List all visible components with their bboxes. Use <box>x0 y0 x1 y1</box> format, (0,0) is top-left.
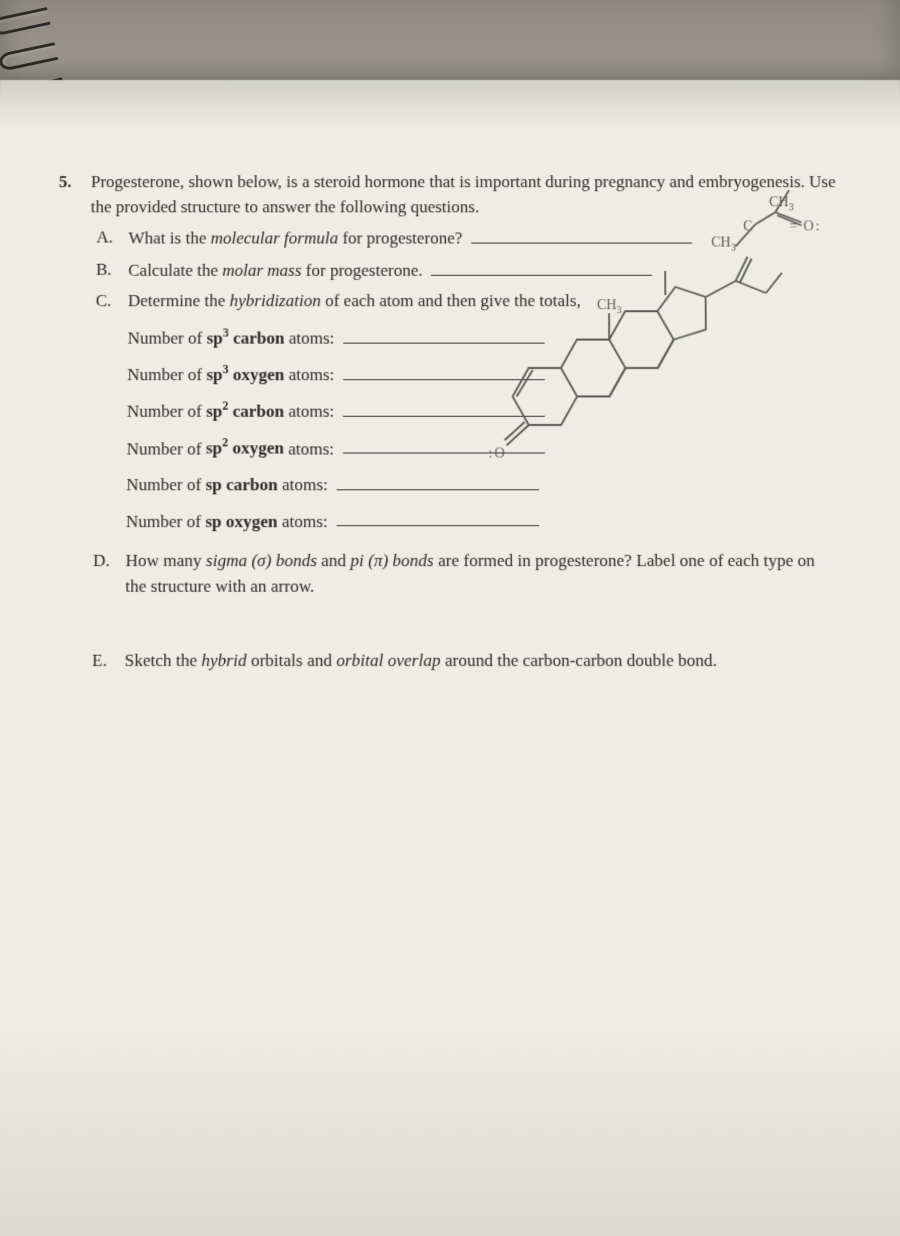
row-bold: sp <box>206 365 222 384</box>
row-bold2: carbon <box>229 328 285 347</box>
count-blank <box>336 472 538 490</box>
part-c-italic: hybridization <box>230 291 321 310</box>
worksheet-page: CH3 C = O : CH3 CH3 : O <box>0 80 900 1236</box>
part-d-letter: D. <box>93 549 116 574</box>
part-e-mid: orbitals and <box>246 651 336 671</box>
part-c: C. Determine the hybridization of each a… <box>93 289 845 534</box>
spiral-coil <box>0 7 51 37</box>
count-blank <box>343 362 545 380</box>
count-sp3-carbon: Number of sp3 carbon atoms: <box>127 324 843 351</box>
row-text2: atoms: <box>277 511 327 530</box>
row-bold: sp oxygen <box>205 511 277 530</box>
row-text2: atoms: <box>284 402 334 421</box>
question-stem-line1: Progesterone, shown below, is a steroid … <box>91 172 836 191</box>
count-blank <box>342 399 544 417</box>
part-b: B. Calculate the molar mass for progeste… <box>96 257 842 283</box>
row-text: Number of <box>127 365 206 384</box>
spiral-coil <box>0 42 58 72</box>
row-bold2: oxygen <box>228 439 284 458</box>
part-b-blank <box>431 257 652 275</box>
part-e-text1: Sketch the <box>124 651 201 671</box>
count-sp2-oxygen: Number of sp2 oxygen atoms: <box>126 435 844 462</box>
row-bold: sp <box>206 402 222 421</box>
part-d-mid: and <box>317 551 351 571</box>
part-e-letter: E. <box>92 649 115 674</box>
part-b-text1: Calculate the <box>128 260 222 279</box>
hybridization-counts: Number of sp3 carbon atoms: Number of sp… <box>126 324 845 534</box>
part-d-text2: are formed in progesterone? Label one of… <box>434 551 815 571</box>
part-e-italic2: orbital overlap <box>336 651 440 671</box>
part-a-blank <box>471 226 692 244</box>
part-c-text1: Determine the <box>128 291 230 310</box>
part-e-italic1: hybrid <box>201 651 246 671</box>
row-text2: atoms: <box>284 365 334 384</box>
row-bold: sp <box>206 328 222 347</box>
question-number: 5. <box>58 170 81 220</box>
row-bold2: oxygen <box>228 365 284 384</box>
count-blank <box>343 325 545 343</box>
part-a: A. What is the molecular formula for pro… <box>96 226 842 252</box>
page-bottom-shadow <box>0 1024 900 1236</box>
part-d-text1: How many <box>125 551 206 571</box>
row-text: Number of <box>126 511 206 530</box>
row-text: Number of <box>127 402 206 421</box>
count-blank <box>336 508 539 526</box>
row-bold: sp carbon <box>205 475 277 494</box>
count-sp3-oxygen: Number of sp3 oxygen atoms: <box>127 361 843 388</box>
part-e: E. Sketch the hybrid orbitals and orbita… <box>92 649 847 674</box>
question-stem-line2: the provided structure to answer the fol… <box>91 197 480 216</box>
part-a-text1: What is the <box>128 229 210 248</box>
row-text2: atoms: <box>284 328 334 347</box>
row-bold2: carbon <box>228 402 284 421</box>
count-blank <box>342 436 544 454</box>
part-b-letter: B. <box>96 257 118 282</box>
count-sp-carbon: Number of sp carbon atoms: <box>126 472 845 498</box>
part-b-text2: for progesterone. <box>301 260 422 279</box>
row-bold: sp <box>206 439 222 458</box>
part-d: D. How many sigma (σ) bonds and pi (π) b… <box>93 549 846 600</box>
part-d-italic1: sigma (σ) bonds <box>206 551 317 571</box>
part-e-text2: around the carbon-carbon double bond. <box>441 651 718 671</box>
row-text: Number of <box>126 475 205 494</box>
row-text2: atoms: <box>278 475 328 494</box>
part-c-letter: C. <box>96 289 118 314</box>
part-a-letter: A. <box>96 226 118 251</box>
row-text: Number of <box>126 439 205 458</box>
count-sp-oxygen: Number of sp oxygen atoms: <box>126 508 845 534</box>
question-5: CH3 C = O : CH3 CH3 : O <box>53 170 846 674</box>
row-text2: atoms: <box>284 439 334 458</box>
part-a-text2: for progesterone? <box>338 229 462 248</box>
part-d-italic2: pi (π) bonds <box>350 551 433 571</box>
part-b-italic: molar mass <box>222 260 301 279</box>
count-sp2-carbon: Number of sp2 carbon atoms: <box>127 398 844 425</box>
part-c-text2: of each atom and then give the totals, <box>321 291 581 310</box>
part-a-italic: molecular formula <box>211 229 339 248</box>
part-d-line2: the structure with an arrow. <box>125 576 314 596</box>
row-text: Number of <box>128 328 207 347</box>
